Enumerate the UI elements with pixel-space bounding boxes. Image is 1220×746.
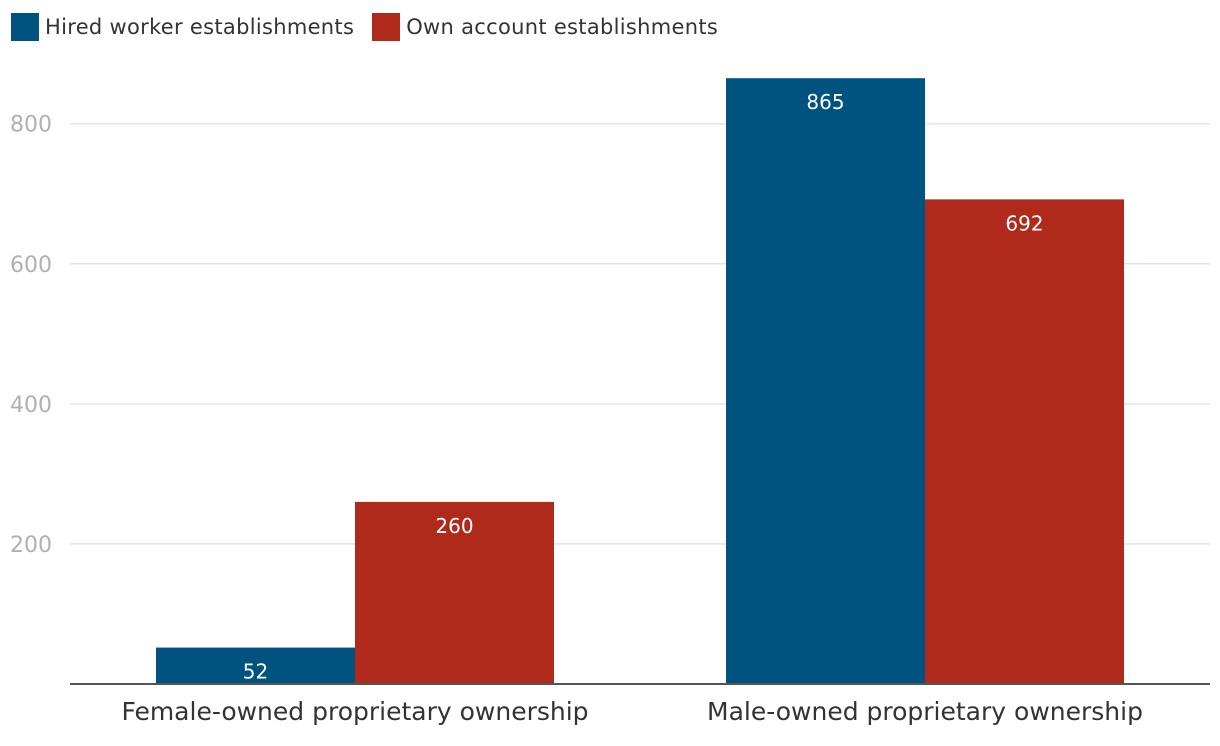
legend-swatch-own-account: [372, 13, 401, 41]
x-category-label-female: Female-owned proprietary ownership: [121, 697, 588, 726]
legend-label-hired-worker: Hired worker establishments: [45, 15, 355, 39]
bar-own-account-male[interactable]: [925, 199, 1124, 684]
bar-hired-worker-female[interactable]: [156, 647, 355, 684]
legend-item-own-account[interactable]: Own account establishments: [372, 13, 718, 41]
data-label-hired-worker-female: 52: [243, 660, 268, 684]
data-label-own-account-male: 692: [1005, 211, 1043, 235]
legend-swatch-hired-worker: [11, 13, 39, 41]
y-tick-label-200: 200: [10, 533, 52, 558]
data-label-hired-worker-male: 865: [806, 90, 844, 114]
x-category-label-male: Male-owned proprietary ownership: [707, 697, 1143, 726]
legend-item-hired-worker[interactable]: Hired worker establishments: [11, 13, 354, 41]
bar-hired-worker-male[interactable]: [726, 78, 925, 685]
legend-label-own-account: Own account establishments: [406, 15, 719, 39]
y-tick-label-800: 800: [10, 113, 52, 138]
y-tick-label-600: 600: [10, 253, 52, 278]
bar-own-account-female[interactable]: [355, 501, 554, 684]
data-label-own-account-female: 260: [435, 514, 473, 538]
legend: Hired worker establishments Own account …: [11, 11, 736, 43]
y-tick-label-400: 400: [10, 393, 52, 418]
